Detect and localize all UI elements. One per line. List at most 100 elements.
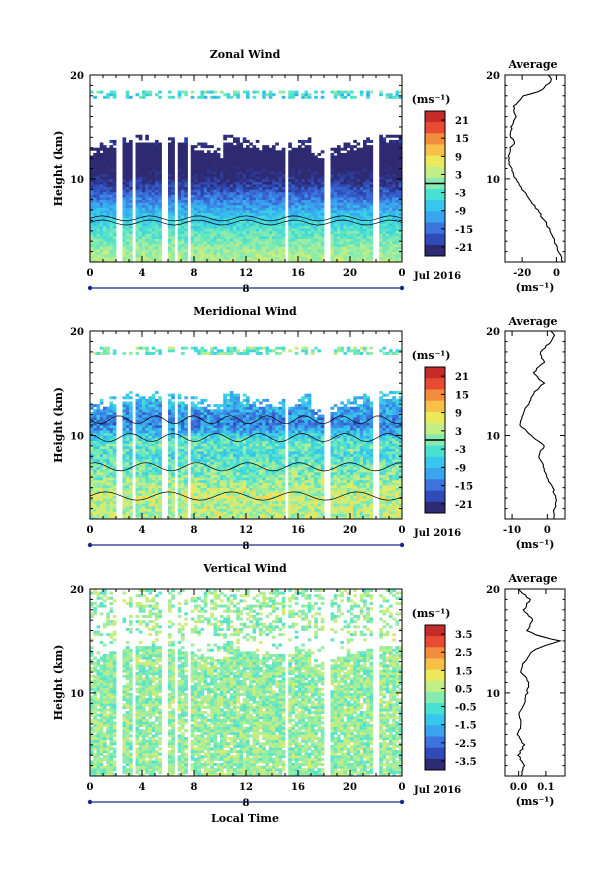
heatmap-cell — [135, 134, 140, 138]
heatmap-cell — [96, 254, 101, 258]
heatmap-cell — [90, 207, 94, 211]
heatmap-cell — [249, 241, 253, 245]
heatmap-cell — [90, 225, 94, 229]
heatmap-cell — [142, 194, 146, 198]
heatmap-cell — [200, 249, 205, 253]
heatmap-cell — [382, 191, 387, 195]
heatmap-cell — [106, 165, 110, 169]
heatmap-cell — [135, 168, 140, 172]
heatmap-cell — [151, 249, 156, 253]
heatmap-cell — [125, 479, 130, 483]
heatmap-cell — [151, 482, 156, 486]
heatmap-cell — [223, 202, 227, 206]
heatmap-cell — [366, 243, 370, 247]
heatmap-cell — [171, 215, 175, 219]
heatmap-cell — [155, 238, 159, 242]
heatmap-cell — [148, 458, 153, 462]
heatmap-cell — [135, 256, 140, 260]
heatmap-cell — [291, 220, 296, 224]
heatmap-cell — [90, 438, 94, 442]
heatmap-cell — [229, 243, 234, 247]
heatmap-cell — [259, 254, 263, 258]
heatmap-cell — [135, 479, 140, 483]
heatmap-cell — [382, 194, 387, 198]
heatmap-cell — [294, 225, 299, 229]
heatmap-cell — [184, 233, 188, 237]
heatmap-cell — [122, 243, 127, 247]
heatmap-cell — [112, 438, 117, 442]
heatmap-cell — [138, 241, 143, 245]
heatmap-cell — [200, 155, 205, 159]
heatmap-cell — [210, 238, 214, 242]
heatmap-cell — [151, 346, 156, 350]
heatmap-cell — [138, 178, 143, 182]
zonal-wind-title: Zonal Wind — [210, 48, 281, 61]
heatmap-cell — [252, 238, 257, 242]
heatmap-cell — [226, 95, 231, 99]
heatmap-cell — [392, 210, 396, 214]
heatmap-cell — [112, 456, 117, 460]
heatmap-cell — [304, 95, 309, 99]
heatmap-cell — [314, 212, 318, 216]
heatmap-cell — [226, 249, 231, 253]
heatmap-cell — [96, 414, 101, 418]
heatmap-cell — [184, 137, 188, 141]
heatmap-cell — [262, 256, 266, 260]
heatmap-cell — [226, 243, 231, 247]
heatmap-cell — [363, 197, 367, 201]
heatmap-cell — [333, 199, 338, 203]
heatmap-cell — [135, 241, 140, 245]
heatmap-cell — [216, 212, 221, 216]
heatmap-cell — [190, 145, 195, 149]
heatmap-cell — [151, 259, 156, 263]
heatmap-cell — [259, 155, 263, 159]
heatmap-cell — [246, 150, 250, 154]
heatmap-cell — [155, 202, 159, 206]
heatmap-cell — [96, 181, 101, 185]
heatmap-cell — [197, 168, 201, 172]
heatmap-cell — [138, 479, 143, 483]
heatmap-cell — [216, 155, 221, 159]
heatmap-cell — [311, 199, 315, 203]
heatmap-cell — [177, 256, 182, 260]
heatmap-cell — [112, 511, 117, 515]
heatmap-cell — [294, 163, 299, 167]
heatmap-cell — [233, 210, 237, 214]
heatmap-cell — [171, 194, 175, 198]
heatmap-cell — [353, 189, 357, 193]
heatmap-cell — [262, 95, 266, 99]
heatmap-cell — [106, 485, 110, 489]
heatmap-cell — [265, 217, 270, 221]
heatmap-cell — [122, 411, 127, 415]
heatmap-cell — [392, 254, 396, 258]
heatmap-cell — [353, 215, 357, 219]
heatmap-cell — [148, 215, 153, 219]
heatmap-cell — [236, 178, 240, 182]
heatmap-cell — [249, 204, 253, 208]
heatmap-cell — [330, 152, 335, 156]
heatmap-cell — [125, 451, 130, 455]
heatmap-cell — [395, 238, 400, 242]
heatmap-cell — [96, 194, 101, 198]
heatmap-cell — [145, 404, 149, 408]
heatmap-cell — [129, 212, 133, 216]
heatmap-cell — [398, 210, 403, 214]
heatmap-cell — [268, 210, 273, 214]
heatmap-cell — [395, 139, 400, 143]
heatmap-cell — [194, 236, 198, 240]
heatmap-cell — [382, 236, 387, 240]
heatmap-cell — [184, 155, 188, 159]
heatmap-cell — [148, 173, 153, 177]
heatmap-cell — [246, 225, 250, 229]
heatmap-cell — [366, 176, 370, 180]
heatmap-cell — [337, 246, 341, 250]
heatmap-cell — [190, 223, 195, 227]
heatmap-cell — [216, 171, 221, 175]
heatmap-cell — [294, 93, 299, 97]
heatmap-cell — [112, 490, 117, 494]
heatmap-cell — [359, 150, 364, 154]
heatmap-cell — [272, 168, 276, 172]
heatmap-cell — [125, 210, 130, 214]
heatmap-cell — [138, 189, 143, 193]
heatmap-cell — [343, 225, 348, 229]
